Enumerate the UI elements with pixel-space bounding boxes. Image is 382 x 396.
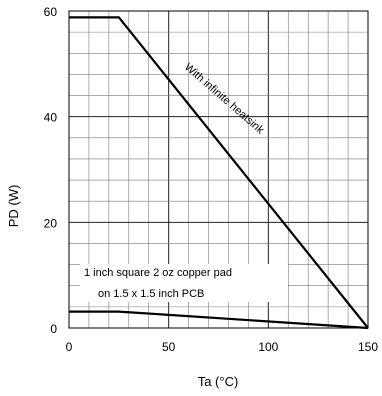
- annotation-pcb: on 1.5 x 1.5 inch PCB: [98, 288, 204, 300]
- x-tick-label: 50: [162, 340, 176, 354]
- x-tick-label: 0: [66, 340, 73, 354]
- y-tick-label: 0: [50, 322, 57, 336]
- y-tick-labels: 0 20 40 60: [44, 5, 58, 336]
- y-tick-label: 40: [44, 111, 58, 125]
- annotation-copper-pad: 1 inch square 2 oz copper pad: [84, 267, 232, 279]
- annotation-background: [80, 264, 288, 302]
- x-axis-label: Ta (°C): [198, 374, 239, 389]
- annotation-heatsink: With infinite heatsink: [182, 61, 266, 137]
- x-tick-labels: 0 50 100 150: [66, 340, 379, 354]
- x-tick-label: 150: [358, 340, 378, 354]
- y-axis-label: PD (W): [6, 185, 21, 228]
- x-tick-label: 100: [258, 340, 278, 354]
- series-line-copper-pad: [69, 310, 369, 330]
- plot-frame: [68, 10, 369, 329]
- y-tick-label: 20: [44, 216, 58, 230]
- y-tick-label: 60: [44, 5, 58, 19]
- grid-lines: [69, 11, 368, 328]
- series-lines: [69, 16, 369, 330]
- series-line-infinite-heatsink: [69, 16, 369, 329]
